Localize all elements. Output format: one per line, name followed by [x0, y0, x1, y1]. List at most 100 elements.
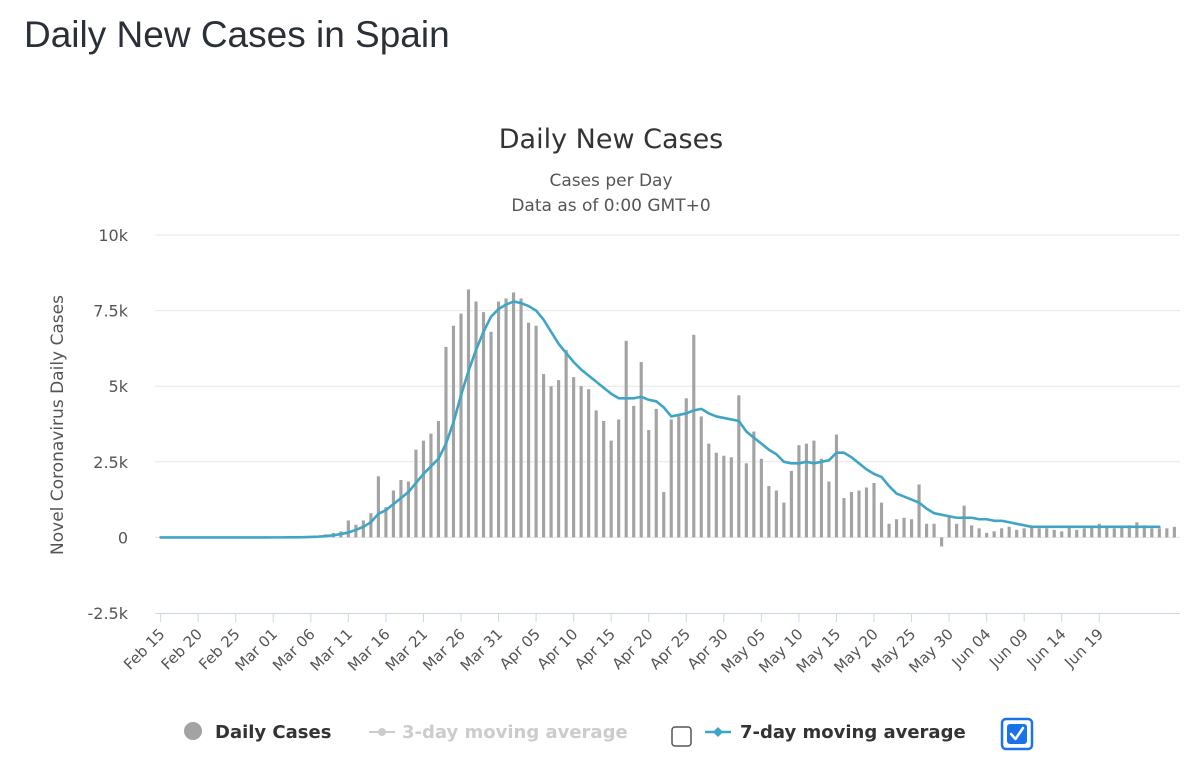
- legend-label-daily-cases: Daily Cases: [215, 722, 331, 743]
- daily-cases-bar: [594, 410, 598, 538]
- daily-cases-bar: [804, 443, 808, 538]
- daily-cases-bar: [511, 292, 516, 538]
- daily-cases-bar: [887, 523, 891, 538]
- daily-cases-bar: [1075, 529, 1079, 538]
- seven-day-average-line: [159, 300, 1161, 539]
- x-tick-label: Apr 05: [496, 625, 544, 673]
- daily-cases-bar: [812, 440, 816, 538]
- daily-cases-bar: [1060, 531, 1064, 538]
- daily-cases-bar: [436, 420, 441, 538]
- chart-subtitle: Cases per Day: [549, 171, 672, 191]
- x-tick-label: Jun 19: [1060, 625, 1107, 672]
- y-tick-label: 10k: [98, 226, 128, 245]
- y-axis-label: Novel Coronavirus Daily Cases: [48, 295, 68, 555]
- daily-cases-bar: [617, 419, 621, 538]
- daily-cases-bar: [857, 490, 861, 538]
- legend: Daily Cases 3-day moving average 7-day m…: [184, 717, 1034, 751]
- daily-cases-bar: [579, 386, 583, 538]
- daily-cases-bar: [399, 479, 403, 538]
- legend-label-7-day-average: 7-day moving average: [740, 722, 966, 743]
- daily-cases-bar: [1150, 528, 1154, 538]
- daily-cases-bar: [1090, 526, 1094, 538]
- daily-cases-bar: [639, 362, 643, 538]
- daily-cases-bar: [504, 298, 508, 538]
- daily-cases-bar: [489, 331, 493, 538]
- daily-cases-bar: [346, 520, 350, 538]
- daily-cases-bar: [1022, 528, 1026, 538]
- y-tick-label: 2.5k: [93, 453, 128, 472]
- x-tick-label: Apr 15: [571, 625, 619, 673]
- daily-cases-bar: [549, 386, 553, 538]
- daily-cases-bar: [414, 449, 418, 538]
- daily-cases-bar: [842, 498, 846, 538]
- chart-subtitle-date: Data as of 0:00 GMT+0: [511, 196, 710, 216]
- daily-cases-bar: [1082, 528, 1086, 538]
- x-tick-label: Apr 20: [609, 625, 657, 673]
- checkmark-icon: [1009, 726, 1025, 741]
- daily-cases-bar: [1105, 526, 1109, 538]
- daily-cases-bar: [759, 458, 763, 538]
- daily-cases-bar: [819, 458, 824, 538]
- daily-cases-bar: [729, 457, 733, 538]
- daily-cases-bar: [1015, 529, 1019, 538]
- daily-cases-bar: [647, 430, 651, 538]
- daily-cases-bar: [496, 301, 501, 538]
- daily-cases-bar: [894, 519, 899, 538]
- daily-cases-bar: [797, 445, 801, 538]
- daily-cases-bar: [1000, 528, 1004, 538]
- daily-cases-bar: [864, 487, 869, 538]
- daily-cases-bar: [752, 431, 756, 538]
- legend-item-3-day-average[interactable]: 3-day moving average: [369, 722, 628, 743]
- y-tick-label: 0: [118, 528, 128, 547]
- daily-cases-bar: [1030, 526, 1034, 538]
- daily-cases-bars: [159, 289, 1176, 547]
- daily-cases-bar: [451, 325, 456, 538]
- daily-cases-bar: [384, 507, 388, 538]
- seven-day-average-checkbox[interactable]: [1000, 717, 1034, 751]
- x-tick-label: Feb 15: [120, 625, 168, 673]
- daily-cases-bar: [737, 395, 741, 538]
- daily-cases-bar: [421, 440, 426, 538]
- daily-cases-dot-icon: [184, 722, 202, 740]
- x-tick-label: Jun 09: [985, 625, 1032, 672]
- three-day-average-checkbox[interactable]: [671, 726, 692, 747]
- daily-cases-bar: [481, 312, 486, 538]
- daily-cases-bar: [459, 313, 463, 538]
- legend-label-3-day-average: 3-day moving average: [402, 722, 628, 743]
- daily-cases-bar: [609, 440, 613, 538]
- daily-cases-bar: [361, 520, 365, 538]
- daily-cases-bar: [1142, 525, 1146, 538]
- seven-day-average-polyline: [159, 300, 1161, 539]
- daily-cases-bar: [564, 349, 568, 538]
- daily-cases-bar: [1045, 528, 1049, 538]
- daily-cases-bar: [985, 532, 989, 538]
- daily-cases-bar: [1067, 526, 1071, 538]
- daily-cases-bar: [707, 443, 711, 538]
- legend-item-7-day-average[interactable]: 7-day moving average: [705, 722, 966, 743]
- three-day-marker-icon: [378, 728, 386, 736]
- daily-cases-bar: [827, 481, 831, 538]
- daily-cases-bar: [849, 492, 854, 538]
- daily-cases-bar: [519, 298, 523, 538]
- y-axis-ticks: -2.5k 0 2.5k 5k 7.5k 10k: [88, 226, 129, 623]
- daily-cases-bar: [684, 398, 688, 538]
- daily-cases-bar: [924, 523, 929, 538]
- x-tick-label: Apr 10: [534, 625, 582, 673]
- daily-cases-bar: [1127, 525, 1131, 538]
- daily-cases-bar: [534, 325, 538, 538]
- daily-cases-bar: [744, 463, 748, 538]
- x-tick-label: Mar 31: [457, 625, 507, 675]
- daily-cases-bar: [955, 523, 959, 538]
- daily-cases-bar: [669, 419, 673, 538]
- daily-cases-bar: [406, 481, 411, 538]
- daily-cases-bar: [714, 452, 718, 538]
- daily-cases-bar: [466, 289, 471, 538]
- daily-cases-bar: [932, 523, 936, 538]
- daily-cases-bar: [774, 490, 778, 538]
- legend-item-daily-cases[interactable]: Daily Cases: [184, 722, 331, 743]
- daily-cases-bar: [1112, 528, 1116, 538]
- daily-cases-bar: [662, 492, 666, 538]
- daily-cases-bar: [902, 517, 906, 538]
- daily-cases-bar: [1037, 528, 1041, 538]
